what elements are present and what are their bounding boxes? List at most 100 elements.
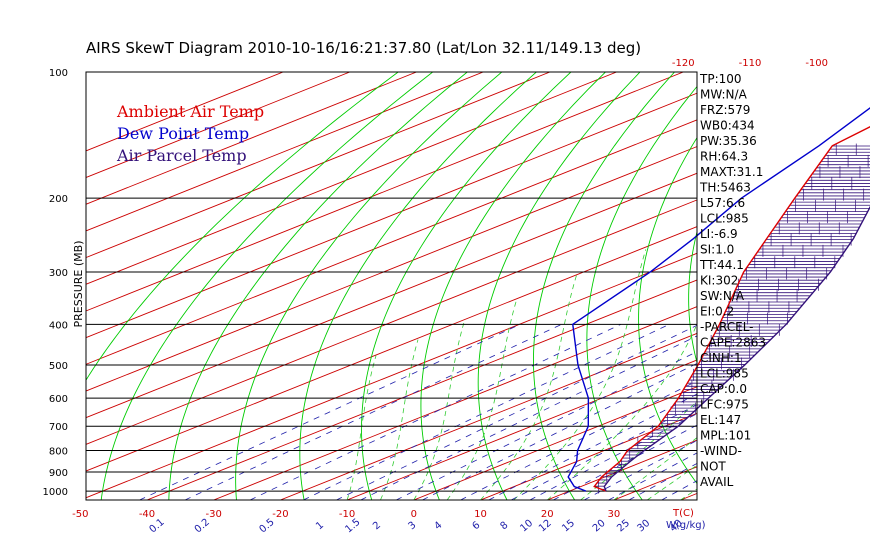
dry-adiabat-line: [420, 72, 606, 500]
pressure-tick-label: 500: [49, 361, 68, 372]
index-item: WB0:434: [700, 119, 755, 133]
index-item: TT:44.1: [699, 258, 744, 272]
isotherm-line: [86, 199, 697, 445]
index-item: CAPE:2863: [700, 336, 766, 350]
bottom-temp-tick-label: -30: [206, 509, 222, 520]
index-item: LI:-6.9: [700, 227, 738, 241]
top-temp-tick-label: -110: [739, 58, 762, 69]
bottom-temp-tick-label: -40: [139, 509, 155, 520]
chart-title: AIRS SkewT Diagram 2010-10-16/16:21:37.8…: [86, 39, 641, 57]
isotherm-line: [86, 72, 350, 179]
index-item: KI:302: [700, 274, 738, 288]
pressure-tick-label: 100: [49, 68, 68, 79]
mixing-ratio-tick-label: 12: [537, 518, 554, 535]
top-temp-tick-label: -100: [805, 58, 828, 69]
index-item: PW:35.36: [700, 134, 757, 148]
mixing-ratio-line: [184, 323, 562, 500]
y-axis-label: PRESSURE (MB): [72, 241, 85, 328]
dry-adiabat-line: [86, 72, 399, 381]
legend-dew-point: Dew Point Temp: [117, 124, 249, 143]
dry-adiabat-line: [299, 72, 537, 500]
pressure-tick-label: 800: [49, 447, 68, 458]
mixing-ratio-tick-label: 15: [560, 518, 577, 535]
dry-adiabat-line: [586, 85, 697, 500]
index-item: LCL:985: [700, 367, 749, 381]
isotherm-line: [86, 92, 697, 339]
index-item: MPL:101: [700, 429, 751, 443]
isotherm-line: [86, 172, 697, 419]
moist-adiabat-line: [480, 274, 577, 500]
index-item: LFC:975: [700, 398, 749, 412]
mixing-ratio-line: [249, 323, 622, 500]
dry-adiabat-line: [168, 72, 468, 500]
index-item: SW:N/A: [700, 289, 745, 303]
mixing-ratio-tick-label: 10: [518, 518, 535, 535]
isotherm-line: [86, 72, 417, 205]
isotherm-line: [413, 386, 697, 500]
isotherm-line: [86, 72, 684, 312]
mixing-ratio-tick-label: 30: [635, 518, 652, 535]
mixing-ratio-line: [303, 323, 670, 500]
index-item: NOT: [700, 460, 726, 474]
index-item: MW:N/A: [700, 88, 748, 102]
isotherm-line: [86, 252, 697, 499]
legend-ambient: Ambient Air Temp: [116, 102, 264, 121]
top-temp-tick-label: -120: [672, 58, 695, 69]
legend-parcel: Air Parcel Temp: [116, 146, 247, 165]
mixing-ratio-line: [460, 380, 697, 500]
ambient-temp-line: [593, 126, 870, 492]
parcel-temp-line: [603, 205, 870, 492]
moist-adiabat-line: [346, 355, 377, 500]
pressure-tick-label: 200: [49, 194, 68, 205]
isotherm-line: [146, 279, 697, 500]
index-item: -WIND-: [700, 444, 742, 458]
index-item: L57:6.6: [700, 196, 745, 210]
isotherm-line: [86, 146, 697, 392]
mixing-ratio-line: [360, 335, 697, 500]
index-item: TH:5463: [699, 181, 751, 195]
moist-adiabat-line: [413, 319, 466, 500]
mixing-ratio-line: [628, 462, 697, 500]
bottom-temp-tick-label: -50: [72, 509, 88, 520]
index-item: CAP:0.0: [700, 382, 747, 396]
bottom-temp-tick-label: 0: [411, 509, 417, 520]
mixing-ratio-line: [529, 413, 697, 500]
bottom-temp-tick-label: 30: [608, 509, 621, 520]
dry-adiabat-line: [784, 72, 870, 500]
index-item: EI:0.2: [700, 305, 734, 319]
mixing-ratio-line: [553, 424, 697, 500]
mixing-ratio-tick-label: 4: [433, 520, 445, 533]
isotherm-line: [280, 332, 697, 500]
dry-adiabat-line: [477, 72, 641, 500]
dry-adiabat-line: [235, 72, 503, 500]
plot-frame: [85, 71, 698, 501]
mixing-ratio-line: [336, 324, 697, 500]
pressure-tick-label: 600: [49, 394, 68, 405]
bottom-temp-tick-label: -10: [339, 509, 355, 520]
mixing-ratio-tick-label: 3: [407, 520, 419, 533]
index-item: MAXT:31.1: [700, 165, 763, 179]
moist-adiabat-line: [580, 400, 697, 500]
index-item: CINH:1: [700, 351, 742, 365]
index-item: RH:64.3: [700, 150, 748, 164]
pressure-tick-label: 700: [49, 422, 68, 433]
mixing-ratio-line: [488, 393, 697, 500]
moist-adiabat-line: [546, 323, 697, 500]
mixing-ratio-line: [139, 323, 521, 500]
index-item: SI:1.0: [700, 243, 734, 257]
dry-adiabat-line: [100, 72, 433, 500]
pressure-tick-label: 1000: [43, 487, 68, 498]
index-item: LCL:985: [700, 212, 749, 226]
index-item: TP:100: [699, 72, 742, 86]
isotherm-line: [213, 306, 697, 500]
x-axis-label: T(C): [672, 508, 694, 519]
isotherm-line: [346, 359, 697, 500]
index-item: FRZ:579: [700, 103, 750, 117]
isotherm-line: [86, 72, 617, 285]
dew-point-line: [567, 107, 870, 492]
index-item: AVAIL: [700, 475, 734, 489]
mixing-ratio-axis-label: W(g/kg): [666, 520, 706, 531]
bottom-temp-tick-label: -20: [272, 509, 288, 520]
dry-adiabat-line: [533, 72, 675, 500]
